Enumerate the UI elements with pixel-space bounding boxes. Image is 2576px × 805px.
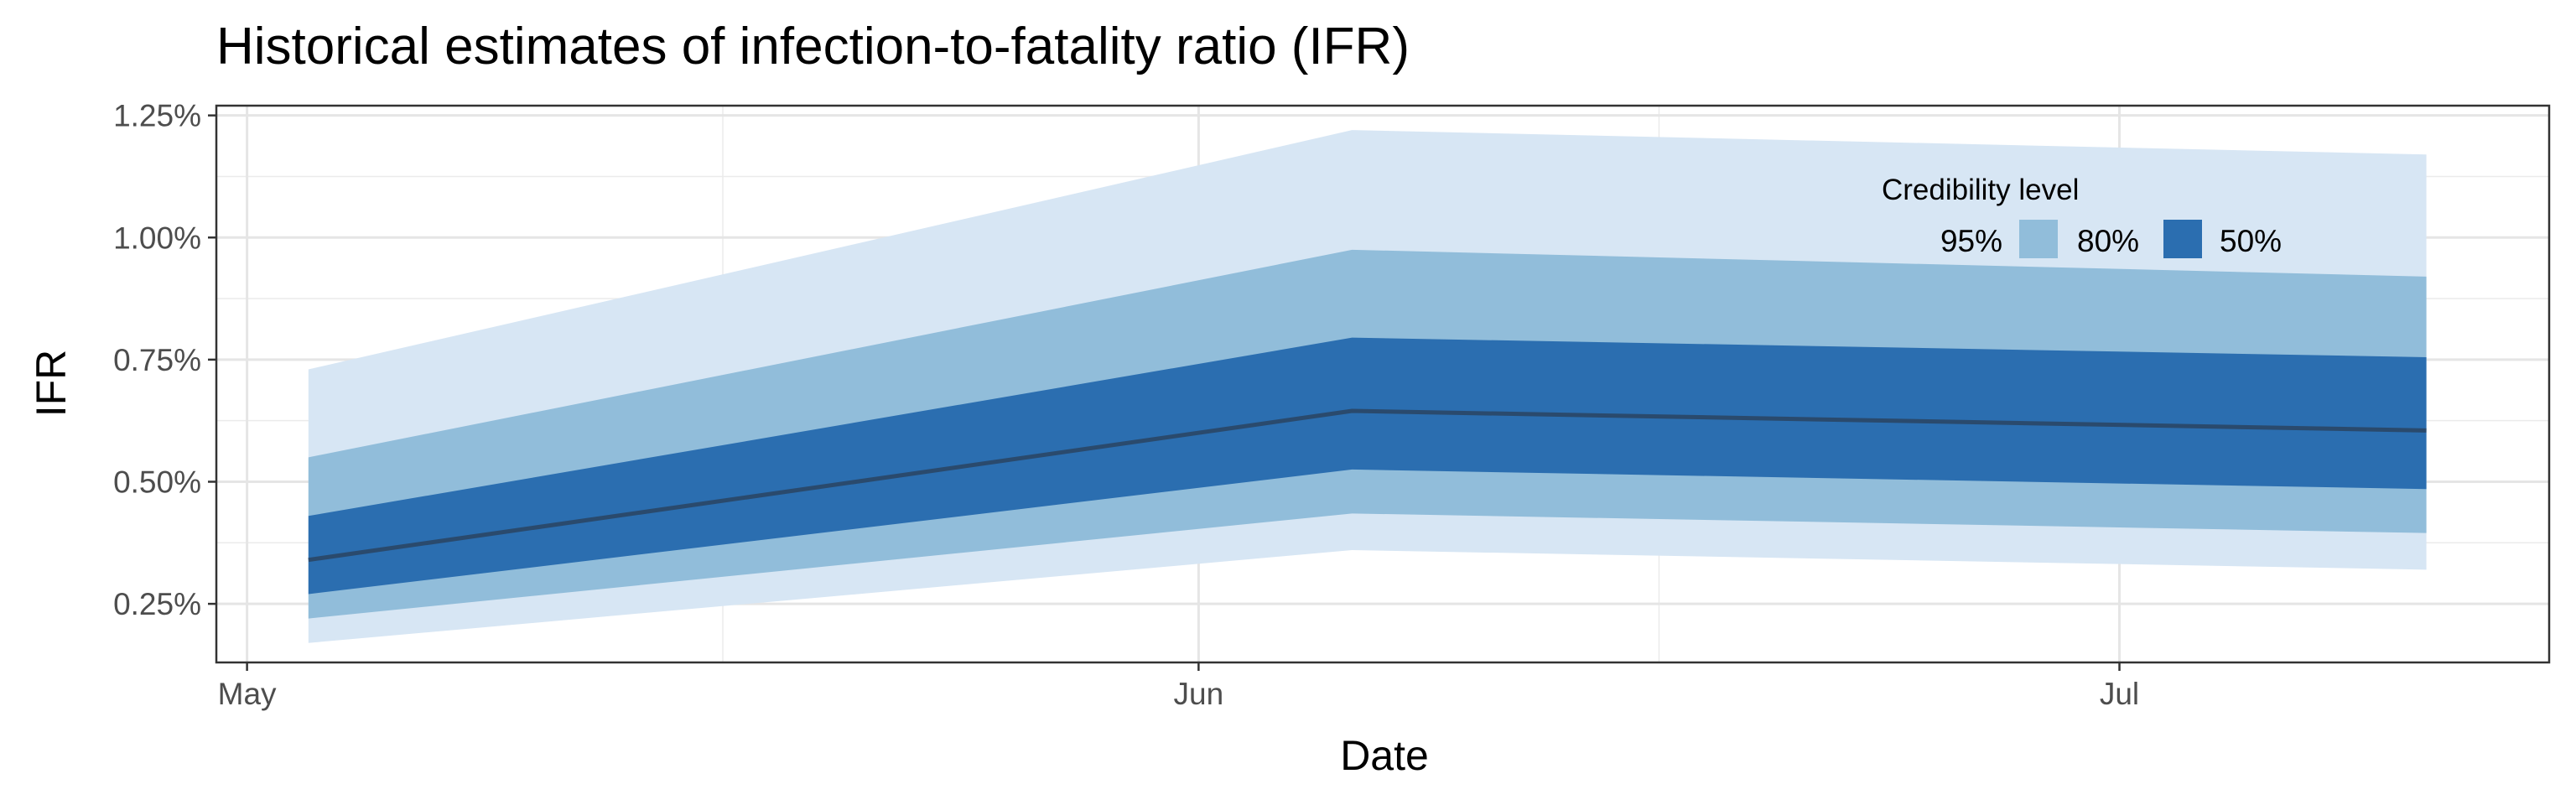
x-axis-title: Date (1340, 732, 1429, 779)
legend-key (2019, 220, 2058, 258)
panel-border (215, 104, 2551, 664)
x-tick-label: May (218, 677, 277, 711)
legend-key (2163, 220, 2202, 258)
x-tick-label: Jun (1174, 677, 1224, 711)
chart-title: Historical estimates of infection-to-fat… (216, 18, 1410, 75)
plot-area: 0.25% 0.50% 0.75% 1.00% 1.25% May Jun Jul (113, 99, 2551, 711)
y-tick-label: 0.25% (113, 587, 201, 621)
legend: Credibility level 95% 80% 50% (1882, 174, 2282, 258)
y-tick-label: 1.00% (113, 221, 201, 255)
legend-title: Credibility level (1882, 174, 2079, 206)
y-tick-label: 0.75% (113, 343, 201, 377)
legend-label: 80% (2077, 224, 2139, 258)
y-tick-label: 1.25% (113, 99, 201, 133)
y-axis-title: IFR (28, 350, 75, 418)
band-50pct (308, 337, 2427, 595)
y-tick-label: 0.50% (113, 465, 201, 499)
median-line (308, 408, 2427, 563)
legend-label: 95% (1940, 224, 2002, 258)
x-tick-label: Jul (2100, 677, 2139, 711)
legend-label: 50% (2220, 224, 2282, 258)
